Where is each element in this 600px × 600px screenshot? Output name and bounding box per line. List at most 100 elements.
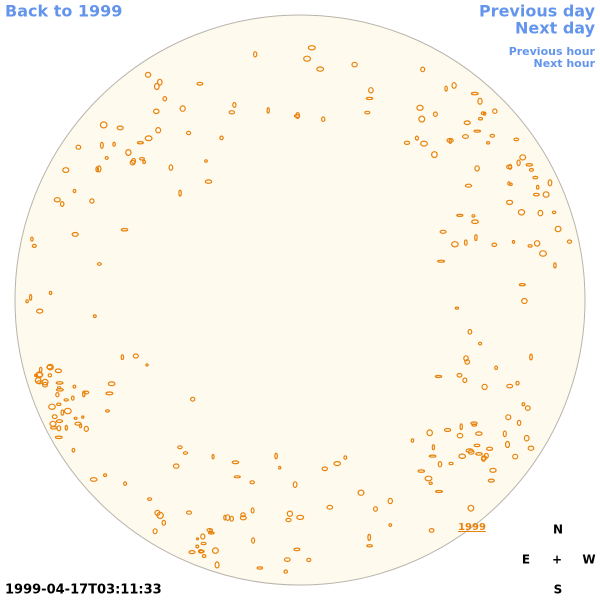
contour (33, 373, 39, 378)
compass-north: N (553, 523, 563, 537)
contour (506, 199, 514, 206)
contour (252, 51, 258, 58)
previous-day-link[interactable]: Previous day (479, 2, 596, 21)
back-link[interactable]: Back to 1999 (5, 2, 122, 21)
contour (120, 227, 129, 232)
contour (228, 110, 236, 115)
contour (424, 475, 433, 482)
contour (198, 549, 205, 554)
contour (491, 242, 498, 248)
contour (96, 262, 102, 266)
contour (554, 225, 562, 233)
contour (527, 445, 535, 451)
contour (456, 213, 464, 217)
contour (416, 104, 424, 112)
contour (132, 353, 139, 359)
contour (486, 141, 491, 145)
contour (528, 167, 535, 172)
contour (471, 214, 476, 218)
contour (63, 398, 69, 402)
contour (145, 363, 149, 367)
contour (233, 475, 241, 479)
contour (225, 514, 231, 521)
contour (295, 111, 301, 119)
contour (487, 478, 495, 483)
contour (195, 537, 200, 541)
contour (64, 424, 69, 431)
contour (489, 133, 496, 138)
contour (475, 431, 483, 436)
contour (53, 197, 61, 203)
contour (307, 45, 316, 51)
contour (49, 420, 57, 427)
contour (41, 381, 48, 388)
contour (420, 66, 426, 73)
contour (195, 544, 200, 549)
contour (153, 82, 160, 91)
contour (239, 515, 247, 521)
contour (517, 209, 526, 216)
contour (477, 97, 483, 105)
contour (512, 453, 519, 460)
contour (524, 405, 531, 411)
contour (505, 414, 512, 421)
contour (179, 105, 186, 112)
contour (102, 473, 108, 478)
contour (475, 452, 483, 456)
contour (509, 182, 513, 187)
contour (321, 466, 328, 472)
contour (443, 427, 452, 433)
contour (515, 380, 520, 386)
contour (201, 553, 207, 559)
contour (99, 121, 108, 129)
contour (211, 547, 219, 554)
contour (373, 506, 379, 512)
contour (232, 101, 237, 108)
year-link[interactable]: 1999 (458, 522, 486, 533)
contour (448, 461, 454, 466)
contour (31, 243, 37, 248)
contour (107, 381, 116, 387)
contour (178, 189, 182, 197)
contour (403, 140, 411, 145)
contour (116, 125, 124, 131)
timestamp: 1999-04-17T03:11:33 (5, 583, 162, 598)
contour (36, 308, 44, 314)
contour (437, 259, 446, 263)
contour (446, 137, 454, 143)
contour (144, 135, 153, 142)
contour (533, 240, 541, 247)
contour (256, 566, 264, 570)
contour (387, 497, 393, 505)
contour (368, 87, 374, 94)
contour (508, 163, 513, 170)
contour (506, 383, 514, 389)
contour (30, 236, 34, 242)
next-day-link[interactable]: Next day (515, 19, 596, 38)
compass-east: E (522, 553, 530, 567)
contour (36, 380, 43, 385)
contour (240, 512, 246, 518)
contour (162, 95, 168, 102)
next-hour-link[interactable]: Next hour (534, 57, 596, 70)
contour (480, 111, 486, 116)
contour (142, 159, 147, 165)
contour (285, 517, 292, 523)
contour (410, 438, 415, 443)
contour (470, 91, 479, 96)
contour (278, 465, 282, 470)
contour (351, 61, 358, 68)
contour (231, 460, 240, 465)
contour (283, 569, 289, 574)
contour (462, 134, 470, 139)
contour (83, 390, 90, 395)
contour (139, 157, 146, 161)
contour (125, 149, 132, 157)
contour (513, 137, 520, 142)
previous-hour-link[interactable]: Previous hour (509, 45, 596, 58)
contour (473, 129, 482, 133)
contour (48, 403, 56, 410)
contour (48, 290, 53, 296)
contour (428, 481, 433, 485)
contour (516, 419, 522, 426)
